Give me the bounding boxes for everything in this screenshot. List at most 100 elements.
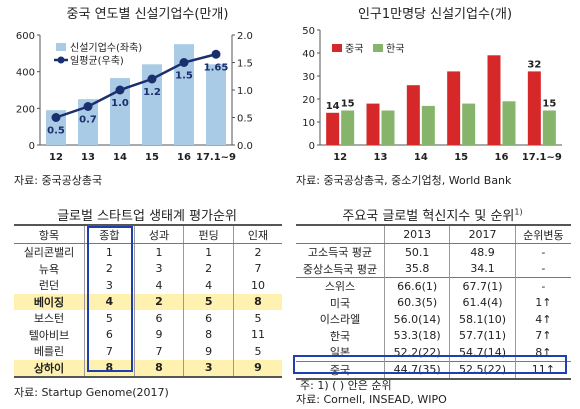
y-tick-label: 50 [302, 26, 315, 37]
x-tick-label: 16 [495, 152, 509, 163]
rank-table-source: 자료: Startup Genome(2017) [14, 386, 169, 399]
innovation-table-row-label: 미국 [329, 296, 351, 310]
rank-table-row-cell: 9 [133, 326, 184, 343]
rank-table-row-cell: 1 [183, 243, 234, 261]
x-tick-label: 15 [454, 152, 468, 163]
bar-korea [381, 110, 395, 145]
innovation-table-row: 스위스 66.6(1) 67.7(1) - [296, 277, 571, 295]
innovation-table-row: 중국 44.7(35) 52.5(22) 11↑ [296, 360, 571, 380]
bar-korea-label: 15 [341, 99, 355, 110]
rank-table-row-cell: 1 [84, 243, 135, 261]
rank-table-row-cell: 6 [183, 310, 234, 327]
y-tick-label: 40 [302, 49, 315, 60]
rank-table-row: 실리콘밸리 1 1 1 2 [14, 243, 282, 261]
rank-table-row-cell: 8 [84, 359, 135, 378]
innovation-table-row-cell: 7↑ [514, 327, 571, 344]
bar-new-firms [46, 110, 66, 145]
innovation-table-row: 고소득국 평균 50.1 48.9- [296, 243, 571, 261]
rank-table-title: 글로벌 스타트업 생태계 평가순위 [57, 209, 237, 224]
rank-table-row-cell: 7 [232, 260, 282, 277]
innovation-table-row-cell: 58.1(10) [449, 311, 516, 328]
china-row-highlight-box [293, 355, 567, 374]
bar-new-firms [142, 64, 162, 145]
startup-ecosystem-rank-table: 항목 종합 성과 펀딩 인재 실리콘밸리 1 1 1 2 뉴욕 2 3 2 7 런던 3 4 4 10 베이징… [14, 224, 282, 378]
y-tick-label: 20 [302, 95, 315, 106]
bar-china-label: 14 [326, 101, 340, 112]
chart1-title: 중국 연도별 신설기업수(만개) [66, 7, 229, 22]
x-tick-label: 17.1~9 [522, 152, 562, 163]
bar-new-firms [206, 64, 226, 145]
rank-table-row-cell: 5 [232, 310, 282, 327]
innovation-table-row-cell: 60.3(5) [383, 294, 450, 311]
rank-table-row-cell: 8 [232, 293, 282, 310]
y-tick-label: 600 [16, 31, 35, 42]
daily-average-point [83, 102, 93, 111]
daily-average-label: 1.2 [143, 87, 161, 98]
rank-table-row-label: 상하이 [14, 359, 85, 378]
rank-table-row-cell: 8 [183, 326, 234, 343]
y2-tick-label: 1.5 [237, 59, 253, 70]
x-tick-label: 17.1~9 [196, 152, 236, 163]
rank-table-row-label: 보스턴 [33, 312, 65, 326]
bar-china [527, 71, 541, 145]
innovation-table-row-label: 이스라엘 [319, 313, 361, 327]
bar-korea [462, 103, 476, 145]
y-tick-label: 30 [302, 72, 315, 83]
rank-table-row-label: 실리콘밸리 [23, 246, 75, 260]
rank-table-row-cell: 9 [232, 359, 282, 378]
innovation-table-title-note: 1) [514, 207, 523, 217]
daily-average-label: 0.5 [47, 126, 65, 137]
innovation-table-row-label: 고소득국 평균 [307, 246, 373, 260]
bar-china [487, 55, 501, 145]
x-tick-label: 15 [145, 152, 159, 163]
rank-table-row-cell: 4 [133, 277, 184, 294]
y-tick-label: 400 [16, 68, 35, 79]
rank-table-row-cell: 5 [232, 343, 282, 360]
innovation-table-row-label: 중상소득국 평균 [302, 262, 378, 276]
x-tick-label: 14 [414, 152, 428, 163]
bar-china [447, 71, 461, 145]
innovation-table-title-wrap: 주요국 글로벌 혁신지수 및 순위1) [300, 205, 565, 224]
bar-new-firms [78, 99, 98, 145]
daily-average-label: 1.65 [204, 62, 229, 73]
rank-header-talent: 인재 [232, 224, 282, 244]
rank-table-row-cell: 1 [133, 243, 184, 261]
innovation-table-row-cell: 57.7(11) [449, 327, 516, 344]
daily-average-point [115, 85, 125, 95]
rank-table-row-label: 런던 [38, 279, 60, 293]
rank-table-row-cell: 2 [232, 243, 282, 261]
rank-table-row-label: 뉴욕 [38, 262, 60, 276]
daily-average-point [179, 58, 189, 67]
innovation-table-row-cell: 66.6(1) [383, 277, 450, 295]
rank-table-row-cell: 3 [183, 359, 234, 378]
innovation-table-row-cell: 61.4(4) [449, 294, 516, 311]
innovation-header-2013: 2013 [383, 224, 450, 244]
rank-table-row-cell: 3 [84, 277, 135, 294]
y2-tick-label: 0.5 [237, 114, 253, 125]
innovation-table-row-cell: 67.7(1) [449, 277, 516, 295]
bar-korea [421, 105, 435, 145]
rank-table-row: 텔아비브 6 9 8 11 [14, 326, 282, 343]
daily-average-line [55, 53, 217, 119]
legend-china-label: 중국 [345, 43, 363, 55]
bar-china [406, 85, 420, 145]
innovation-table-note: 주: 1) ( ) 안은 순위 [300, 379, 392, 392]
bar-korea [542, 110, 556, 145]
y2-tick-label: 2.0 [237, 31, 253, 42]
rank-table-row-cell: 5 [183, 293, 234, 310]
daily-average-point [147, 74, 157, 84]
legend-korea-label: 한국 [386, 43, 404, 55]
rank-table-row-label: 베이징 [14, 293, 85, 310]
rank-table-row-cell: 4 [183, 277, 234, 294]
rank-table-row-label: 텔아비브 [28, 328, 70, 342]
bar-korea-label: 15 [542, 99, 556, 110]
chart1-source: 자료: 중국공상총국 [14, 174, 103, 187]
innovation-header-2017: 2017 [449, 224, 516, 244]
x-tick-label: 14 [113, 152, 127, 163]
rank-table-row-cell: 5 [84, 310, 135, 327]
innovation-table-row-label: 한국 [329, 329, 351, 343]
rank-header-row: 항목 종합 성과 펀딩 인재 [14, 224, 282, 244]
chart2-title: 인구1만명당 신설기업수(개) [357, 7, 513, 22]
rank-header-performance: 성과 [133, 224, 184, 244]
